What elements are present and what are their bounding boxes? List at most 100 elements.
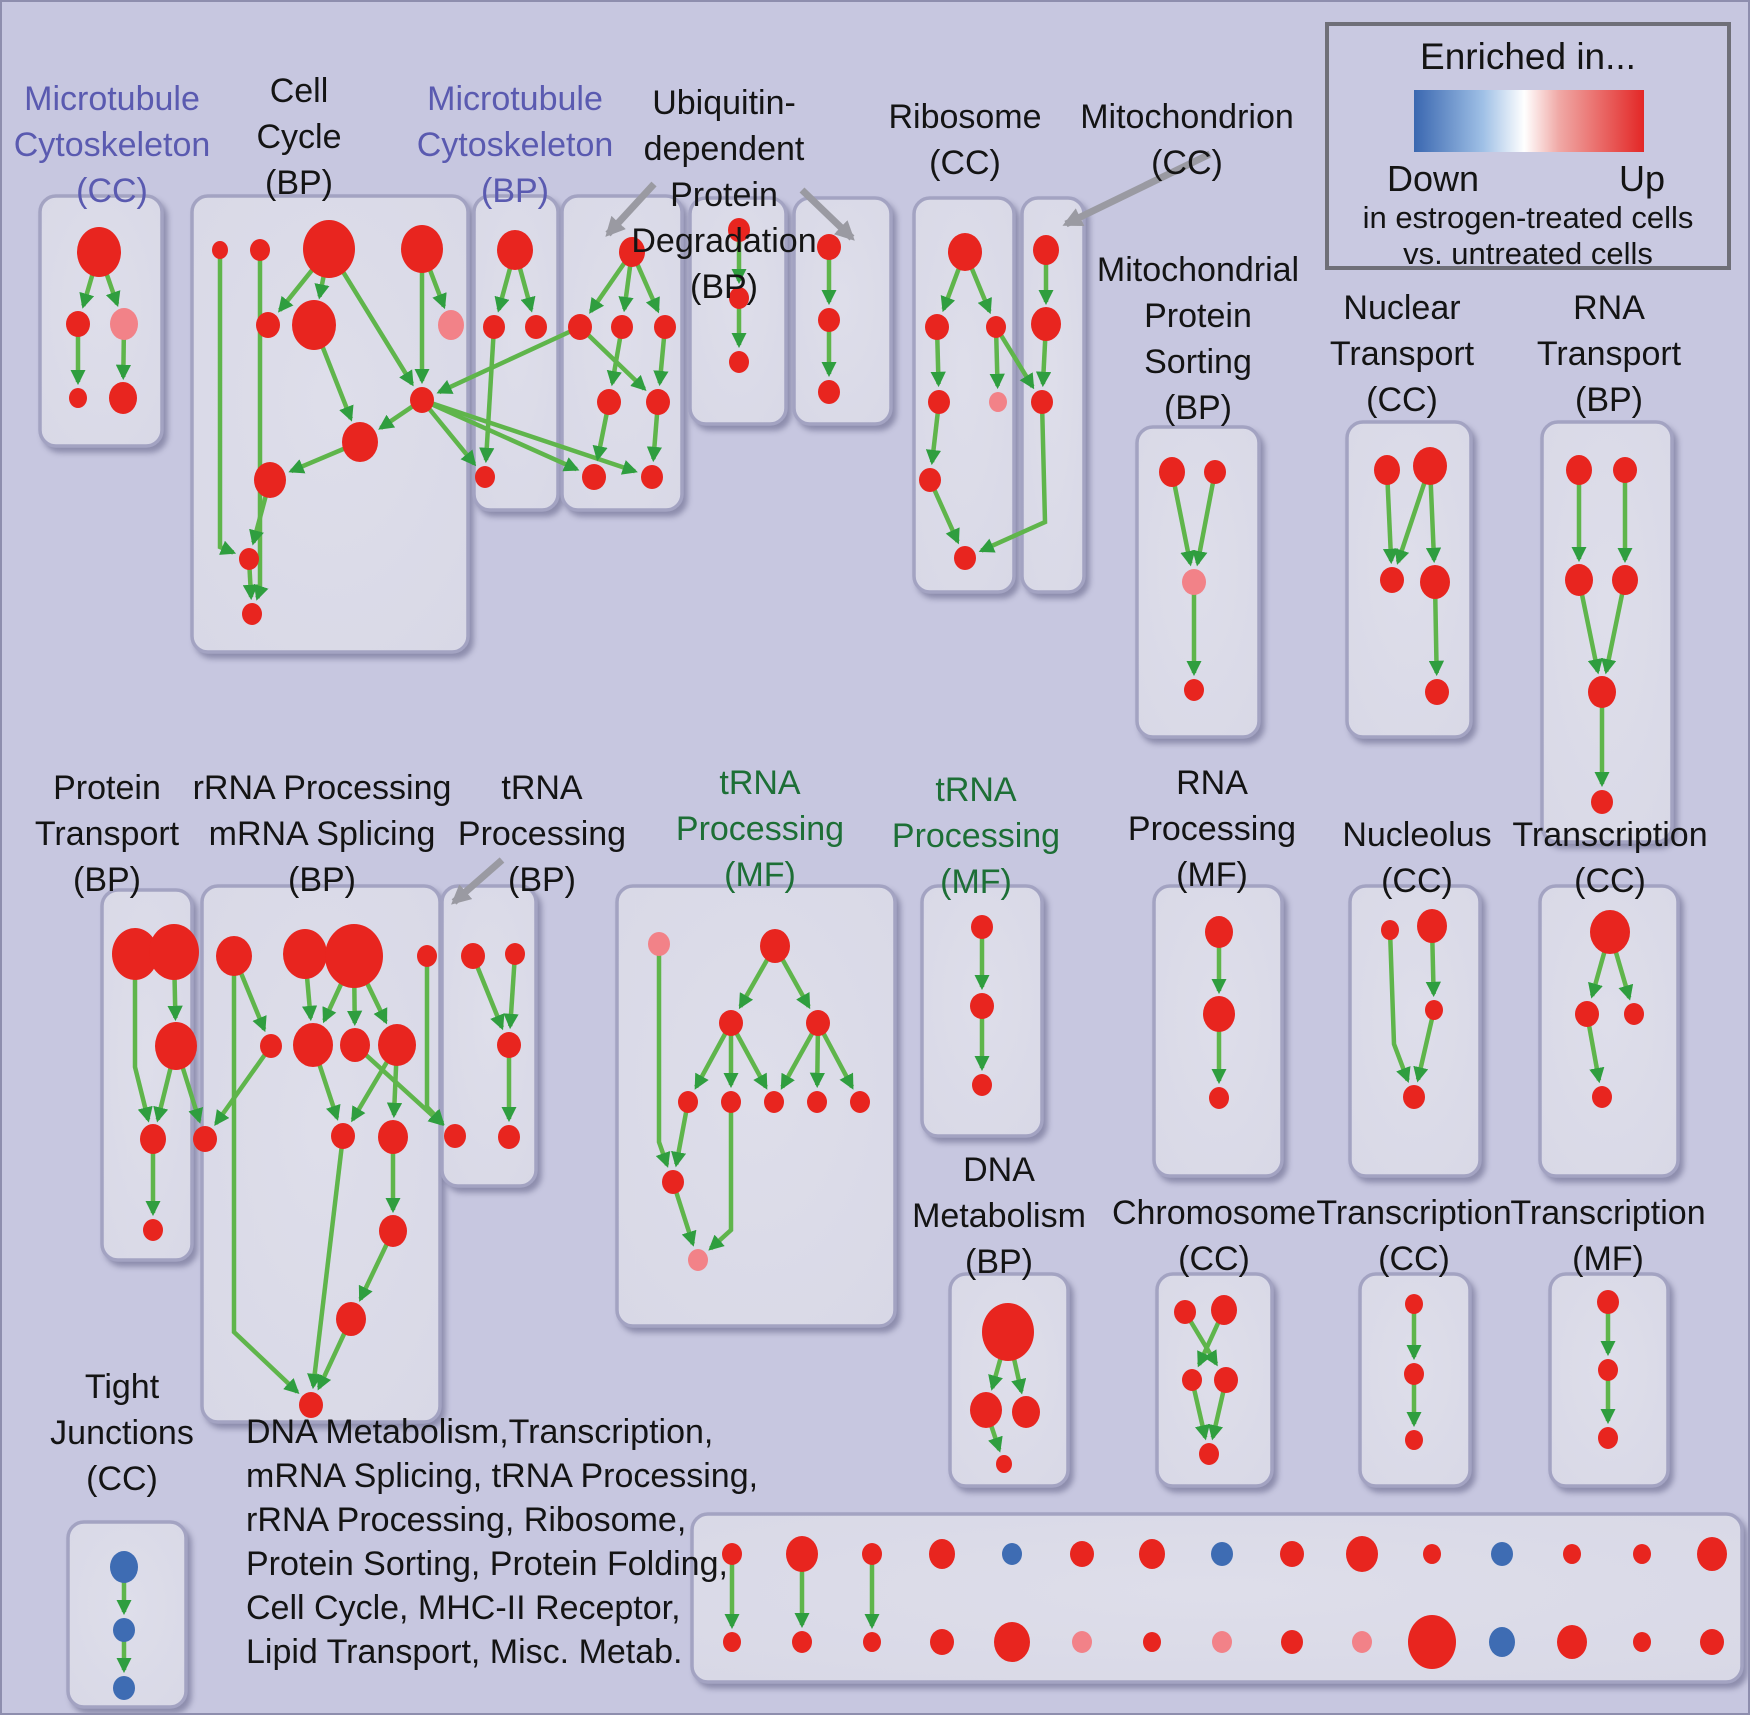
edge-nc3-nc4: [1413, 1009, 1437, 1083]
edge-tm6-tm11: [708, 1102, 734, 1251]
node-ub6: [646, 389, 670, 415]
node-rt6: [1591, 790, 1613, 814]
label-rna-transport: RNA Transport (BP): [1536, 289, 1682, 419]
node-mtcc3: [110, 308, 138, 340]
edge-ms2-ms3: [1192, 471, 1218, 567]
node-cr5: [1199, 1443, 1219, 1465]
edge-cc2-cc12: [253, 250, 269, 601]
group-box-nucleolus: [1348, 884, 1482, 1178]
node-bst15: [1697, 1537, 1727, 1571]
legend-endpoint-labels: Down Up: [1329, 152, 1727, 200]
edge-rt4-rt5: [1601, 579, 1628, 675]
node-rp2: [1203, 996, 1235, 1032]
node-bsb4: [930, 1629, 954, 1655]
node-cc8: [410, 387, 434, 413]
label-transcription-mf: Transcription (MF): [1510, 1194, 1706, 1278]
edge-tm1-tm10: [655, 944, 671, 1168]
edge-cc8-mb4: [420, 398, 477, 467]
group-box-nuclear-transport: [1345, 420, 1473, 739]
node-ub7: [582, 464, 606, 490]
node-mtcc1: [77, 227, 121, 277]
node-tc2: [1575, 1001, 1599, 1027]
node-ms2: [1204, 460, 1226, 484]
edge-pt1-pt4: [132, 954, 153, 1123]
node-pt3: [155, 1022, 197, 1070]
node-rt2: [1613, 457, 1637, 483]
node-rp3: [1209, 1087, 1229, 1109]
node-bsb8: [1212, 1631, 1232, 1653]
node-tb5: [498, 1125, 520, 1149]
node-nt3: [1380, 567, 1404, 593]
node-bst1: [722, 1543, 742, 1565]
node-bst7: [1139, 1539, 1165, 1569]
node-rr12: [379, 1215, 407, 1247]
note-line: mRNA Splicing, tRNA Processing,: [246, 1457, 759, 1495]
node-ch1: [728, 218, 750, 242]
node-tm9: [850, 1091, 870, 1113]
node-cc11: [239, 548, 259, 570]
node-ts2: [970, 993, 994, 1019]
edge-nc1-nc4: [1387, 929, 1411, 1084]
node-rb5: [989, 392, 1007, 412]
node-nc1: [1381, 920, 1399, 940]
node-bst14: [1633, 1544, 1651, 1564]
label-ribosome: Ribosome (CC): [888, 98, 1042, 182]
summary-note-lines: DNA Metabolism,Transcription, mRNA Splici…: [246, 1410, 758, 1674]
node-ub3: [611, 315, 633, 339]
node-bsb11: [1408, 1615, 1456, 1669]
node-bsb12: [1489, 1627, 1515, 1657]
node-mb2: [483, 315, 505, 339]
label-rrna-processing: rRNA Processing mRNA Splicing (BP): [192, 769, 452, 899]
group-box-protein-transport: [100, 888, 194, 1262]
label-ubiquitin: Ubiquitin-dependent Protein Degradation (BP…: [631, 84, 817, 306]
node-rb1: [948, 233, 982, 271]
node-nt1: [1374, 455, 1400, 485]
node-rt1: [1566, 455, 1592, 485]
edge-ub2-ub6: [578, 325, 647, 391]
node-bst6: [1070, 1541, 1094, 1567]
node-mtcc5: [109, 382, 137, 414]
node-bsb9: [1281, 1630, 1303, 1654]
label-nucleolus: Nucleolus (CC): [1342, 816, 1492, 900]
node-ub1: [619, 237, 645, 267]
summary-note: DNA Metabolism,Transcription, mRNA Splici…: [246, 1410, 758, 1674]
node-rr13: [336, 1302, 366, 1336]
node-rr5: [260, 1034, 282, 1058]
label-cell-cycle: Cell Cycle (BP): [256, 72, 342, 202]
node-rr3: [325, 924, 383, 988]
legend-up-label: Up: [1618, 158, 1665, 199]
note-line: rRNA Processing, Ribosome,: [246, 1501, 687, 1539]
edge-rr4-tb4: [424, 956, 445, 1126]
node-ub4: [654, 315, 676, 339]
note-line: Cell Cycle, MHC-II Receptor,: [246, 1589, 681, 1627]
group-box-ribosome: [912, 196, 1016, 594]
node-tm3: [719, 1010, 743, 1036]
node-rr1: [216, 936, 252, 976]
node-tc3: [1624, 1003, 1644, 1025]
group-box-mixed-strip: [690, 1512, 1744, 1684]
note-line: Lipid Transport, Misc. Metab.: [246, 1633, 683, 1671]
node-rb4: [928, 390, 950, 414]
node-bst8: [1211, 1542, 1233, 1566]
node-rr14: [299, 1392, 323, 1418]
node-ub2: [568, 314, 592, 340]
node-bst11: [1423, 1544, 1441, 1564]
node-dm2: [970, 1392, 1002, 1428]
node-mc1: [1033, 235, 1059, 265]
node-bsb13: [1557, 1625, 1587, 1659]
node-ch3: [729, 351, 749, 373]
node-cc9: [342, 422, 378, 462]
annotation-arrow-4: [451, 857, 505, 905]
edge-cc8-ub7: [421, 397, 580, 472]
node-cr4: [1214, 1367, 1238, 1393]
note-line: Protein Sorting, Protein Folding,: [246, 1545, 728, 1583]
node-tm4: [806, 1010, 830, 1036]
edge-tb2-tb3: [503, 953, 519, 1030]
node-nt2: [1413, 447, 1447, 485]
node-rb7: [954, 546, 976, 570]
node-rr7: [340, 1028, 370, 1062]
node-ub8: [641, 465, 663, 489]
edge-ub2-cc8: [436, 324, 581, 395]
